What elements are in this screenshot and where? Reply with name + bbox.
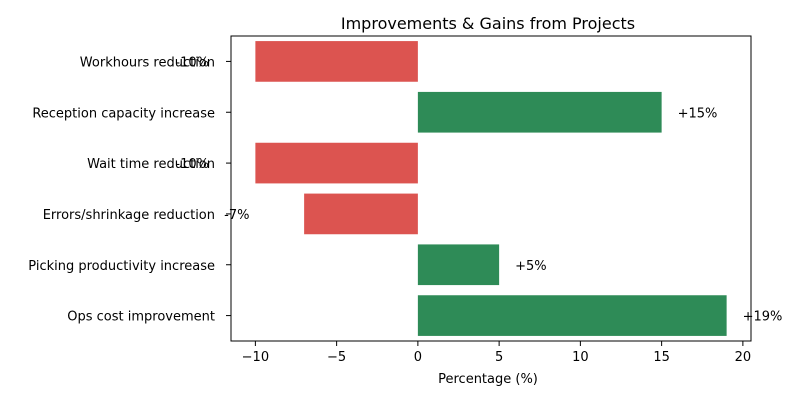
x-tick-label-5: 15 xyxy=(653,350,670,365)
x-tick-label-0: −10 xyxy=(242,350,269,365)
y-axis-ticks: Workhours reduction Reception capacity in… xyxy=(28,55,231,325)
bar-1 xyxy=(417,91,662,133)
data-label-5: +19% xyxy=(743,310,783,325)
plot-frame xyxy=(230,35,752,342)
data-label-2: -10% xyxy=(175,157,209,172)
y-tick-label-3: Errors/shrinkage reduction xyxy=(43,208,215,223)
data-label-1: +15% xyxy=(678,106,718,121)
chart-title: Improvements & Gains from Projects xyxy=(341,14,635,33)
y-tick-label-4: Picking productivity increase xyxy=(28,259,215,274)
y-tick-label-2: Wait time reduction xyxy=(87,157,215,172)
x-axis-ticks: −10 −5 0 5 10 15 20 xyxy=(242,341,751,365)
x-tick-label-1: −5 xyxy=(327,350,346,365)
bar-5 xyxy=(417,295,727,336)
bar-4 xyxy=(417,244,500,286)
bars-layer xyxy=(255,41,727,336)
data-label-0: -10% xyxy=(175,55,209,70)
data-label-3: -7% xyxy=(224,208,249,223)
x-tick-label-4: 10 xyxy=(572,350,589,365)
data-labels-layer: -10% +15% -10% -7% +5% +19% xyxy=(175,55,782,324)
bar-0 xyxy=(255,41,418,82)
data-label-4: +5% xyxy=(515,259,547,274)
bar-3 xyxy=(304,193,418,235)
y-tick-label-1: Reception capacity increase xyxy=(32,106,215,121)
bar-2 xyxy=(255,142,418,184)
x-tick-label-2: 0 xyxy=(414,350,422,365)
x-tick-label-3: 5 xyxy=(495,350,503,365)
x-tick-label-6: 20 xyxy=(735,350,752,365)
y-tick-label-0: Workhours reduction xyxy=(80,55,215,70)
x-axis-label: Percentage (%) xyxy=(438,372,538,387)
y-tick-label-5: Ops cost improvement xyxy=(67,310,215,325)
